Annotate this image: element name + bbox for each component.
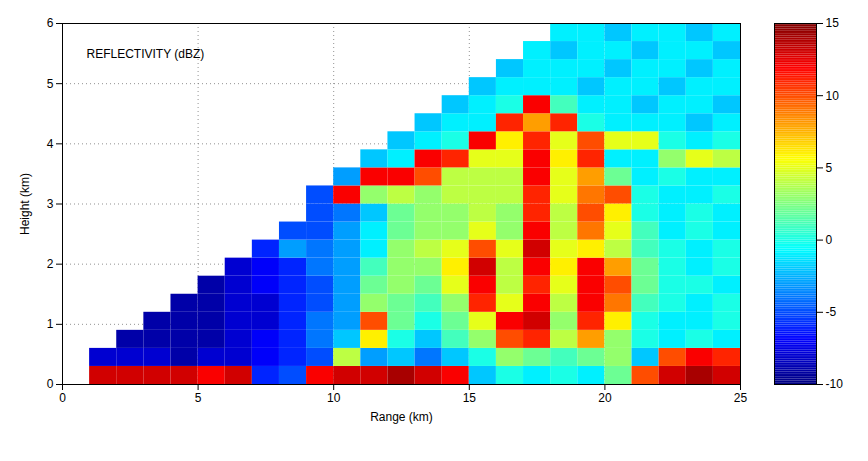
svg-text:3: 3 bbox=[47, 197, 54, 211]
svg-text:20: 20 bbox=[598, 391, 612, 405]
svg-text:1: 1 bbox=[47, 317, 54, 331]
svg-text:5: 5 bbox=[195, 391, 202, 405]
svg-text:-5: -5 bbox=[826, 305, 837, 319]
svg-text:10: 10 bbox=[327, 391, 341, 405]
svg-text:2: 2 bbox=[47, 257, 54, 271]
svg-text:5: 5 bbox=[47, 77, 54, 91]
svg-text:10: 10 bbox=[826, 89, 840, 103]
svg-text:0: 0 bbox=[47, 377, 54, 391]
svg-text:REFLECTIVITY (dBZ): REFLECTIVITY (dBZ) bbox=[87, 47, 205, 61]
svg-text:15: 15 bbox=[826, 16, 840, 30]
svg-text:15: 15 bbox=[463, 391, 477, 405]
svg-text:5: 5 bbox=[826, 161, 833, 175]
svg-text:-10: -10 bbox=[826, 377, 844, 391]
svg-text:0: 0 bbox=[59, 391, 66, 405]
svg-text:25: 25 bbox=[734, 391, 748, 405]
svg-text:Range (km): Range (km) bbox=[370, 410, 433, 424]
svg-text:4: 4 bbox=[47, 137, 54, 151]
svg-text:Height (km): Height (km) bbox=[18, 173, 32, 235]
svg-text:6: 6 bbox=[47, 16, 54, 30]
svg-text:0: 0 bbox=[826, 233, 833, 247]
